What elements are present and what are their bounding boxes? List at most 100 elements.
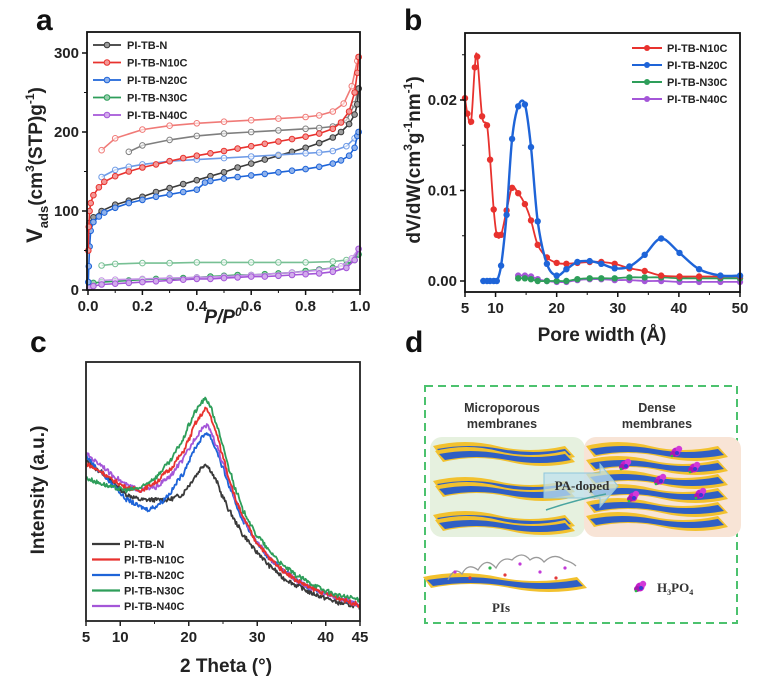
data-point-PI-TB-N20C — [611, 265, 618, 272]
data-point-PI-TB-N20C-adsorption — [101, 209, 108, 216]
polymer-atom — [554, 576, 558, 580]
data-point-PI-TB-N20C-adsorption — [275, 169, 282, 176]
data-point-PI-TB-N10C-adsorption — [207, 150, 214, 157]
polymer-atom — [468, 576, 472, 580]
data-point-PI-TB-N10C — [695, 273, 703, 280]
panel-d-schematic: Microporous membranes Dense membranes PA… — [423, 385, 741, 624]
legend-label: PI-TB-N20C — [124, 570, 185, 582]
data-point-PI-TB-N40C-adsorption — [234, 274, 241, 281]
data-point-PI-TB-N10C-desorption — [166, 122, 173, 129]
panel-letter-d: d — [405, 326, 423, 359]
legend-label: PI-TB-N — [127, 40, 167, 52]
microporous-title-line1: Microporous — [464, 401, 540, 415]
h3po4-molecule-icon — [670, 445, 683, 458]
data-point-PI-TB-N-desorption — [302, 125, 309, 133]
data-point-PI-TB-N10C-adsorption — [193, 152, 201, 159]
data-point-PI-TB-N20C — [641, 251, 648, 258]
x-tick-label: 0.2 — [132, 298, 153, 315]
data-point-PI-TB-N10C — [553, 259, 560, 267]
legend-label: PI-TB-N30C — [667, 77, 728, 89]
dense-title-line1: Dense — [638, 401, 676, 415]
data-point-PI-TB-N-desorption — [275, 127, 282, 134]
data-point-PI-TB-N30C-desorption — [98, 262, 105, 269]
data-point-PI-TB-N-desorption — [139, 142, 146, 149]
data-point-PI-TB-N-desorption — [247, 128, 255, 136]
data-point-PI-TB-N10C-desorption — [139, 126, 146, 133]
data-point-PI-TB-N10C-desorption — [315, 112, 323, 119]
data-point-PI-TB-N20C — [508, 135, 516, 143]
data-point-PI-TB-N20C — [563, 266, 570, 273]
x-tick-label: 10 — [487, 300, 504, 317]
data-point-PI-TB-N30C — [611, 275, 618, 282]
panel-b-xlabel: Pore width (Å) — [538, 325, 667, 346]
series-line-PI-TB-N20C — [483, 99, 741, 284]
data-point-PI-TB-N20C — [553, 272, 560, 279]
data-point-PI-TB-N20C-adsorption — [193, 186, 201, 193]
data-point-PI-TB-N-adsorption — [329, 134, 337, 141]
data-point-PI-TB-N30C-desorption — [302, 259, 309, 266]
panel-c-legend: PI-TB-N PI-TB-N10C PI-TB-N20C PI-TB-N30C PI-… — [92, 539, 185, 613]
data-point-PI-TB-N10C-desorption — [111, 135, 119, 142]
data-point-PI-TB-N10C-adsorption — [101, 178, 108, 186]
data-point-PI-TB-N20C-adsorption — [302, 165, 309, 173]
data-point-PI-TB-N20C-adsorption — [329, 160, 337, 167]
x-tick-label: 50 — [732, 300, 749, 317]
data-point-PI-TB-N30C-desorption — [247, 259, 255, 266]
data-point-PI-TB-N10C-adsorption — [125, 168, 133, 175]
h3po4-label: H3PO4 — [657, 580, 693, 597]
legend-label: PI-TB-N40C — [127, 110, 188, 122]
panel-a-xlabel: P/P0 — [204, 305, 242, 328]
data-point-PI-TB-N30C — [626, 274, 633, 281]
data-point-PI-TB-N10C-adsorption — [337, 119, 345, 126]
data-point-PI-TB-N10C-adsorption — [329, 125, 337, 133]
data-point-PI-TB-N10C-adsorption — [166, 157, 173, 165]
data-point-PI-TB-N10C — [676, 273, 683, 280]
data-point-PI-TB-N20C-desorption — [302, 150, 309, 157]
data-point-PI-TB-N30C — [563, 277, 570, 285]
series-line-PI-TB-N — [85, 459, 361, 610]
data-point-PI-TB-N-adsorption — [220, 169, 228, 176]
data-point-PI-TB-N-adsorption — [179, 180, 187, 188]
data-point-PI-TB-N20C-adsorption — [207, 177, 214, 185]
dense-title-line2: membranes — [622, 417, 692, 431]
legend-marker — [103, 94, 111, 101]
data-point-PI-TB-N10C-adsorption — [90, 191, 97, 199]
data-point-PI-TB-N30C — [574, 276, 581, 283]
data-point-PI-TB-N10C-desorption — [329, 108, 337, 115]
data-point-PI-TB-N20C-adsorption — [337, 157, 345, 164]
data-point-PI-TB-N20C-desorption — [98, 173, 105, 181]
data-point-PI-TB-N-adsorption — [193, 176, 201, 184]
data-point-PI-TB-N40C-adsorption — [152, 278, 160, 285]
data-point-PI-TB-N10C — [474, 53, 481, 60]
data-point-PI-TB-N10C — [534, 241, 541, 248]
data-point-PI-TB-N40C-adsorption — [166, 277, 173, 284]
data-point-PI-TB-N10C — [486, 156, 494, 163]
x-tick-label: 10 — [112, 629, 129, 646]
data-point-PI-TB-N20C — [717, 272, 724, 279]
data-point-PI-TB-N10C-desorption — [340, 100, 348, 107]
data-point-PI-TB-N10C-desorption — [348, 82, 356, 90]
polymer-atom — [538, 570, 542, 574]
data-point-PI-TB-N-adsorption — [337, 128, 345, 136]
data-point-PI-TB-N10C-desorption — [275, 115, 282, 122]
data-point-PI-TB-N10C-adsorption — [220, 147, 228, 155]
y-tick-label: 0.02 — [428, 92, 457, 109]
x-tick-label: 30 — [249, 629, 266, 646]
legend-label: PI-TB-N10C — [124, 555, 185, 567]
y-tick-label: 300 — [54, 45, 79, 62]
data-point-PI-TB-N10C-adsorption — [288, 135, 296, 143]
sheet-core — [590, 502, 724, 514]
data-point-PI-TB-N20C-desorption — [315, 149, 323, 156]
legend-label: PI-TB-N30C — [124, 586, 185, 598]
h3po4-molecule-icon — [627, 490, 640, 503]
pis-sheet — [423, 554, 587, 592]
data-point-PI-TB-N20C-adsorption — [111, 204, 119, 212]
pis-label: PIs — [492, 600, 510, 615]
data-point-PI-TB-N40C-adsorption — [98, 281, 105, 288]
sheet-core — [590, 516, 724, 528]
polymer-atom — [453, 570, 457, 574]
data-point-PI-TB-N-adsorption — [302, 144, 309, 152]
data-point-PI-TB-N20C — [493, 277, 500, 285]
data-point-PI-TB-N20C — [503, 211, 510, 219]
